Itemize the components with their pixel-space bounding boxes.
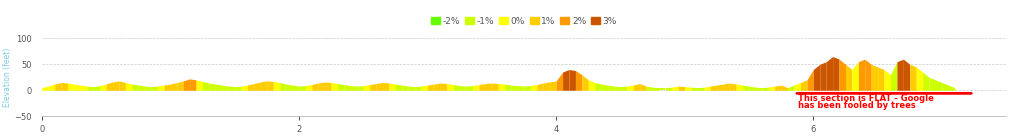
Text: has been fooled by trees: has been fooled by trees — [798, 101, 915, 110]
Legend: -2%, -1%, 0%, 1%, 2%, 3%: -2%, -1%, 0%, 1%, 2%, 3% — [428, 13, 621, 29]
Text: This section is FLAT - Google: This section is FLAT - Google — [798, 94, 933, 103]
Y-axis label: Elevation (feet): Elevation (feet) — [3, 48, 12, 107]
